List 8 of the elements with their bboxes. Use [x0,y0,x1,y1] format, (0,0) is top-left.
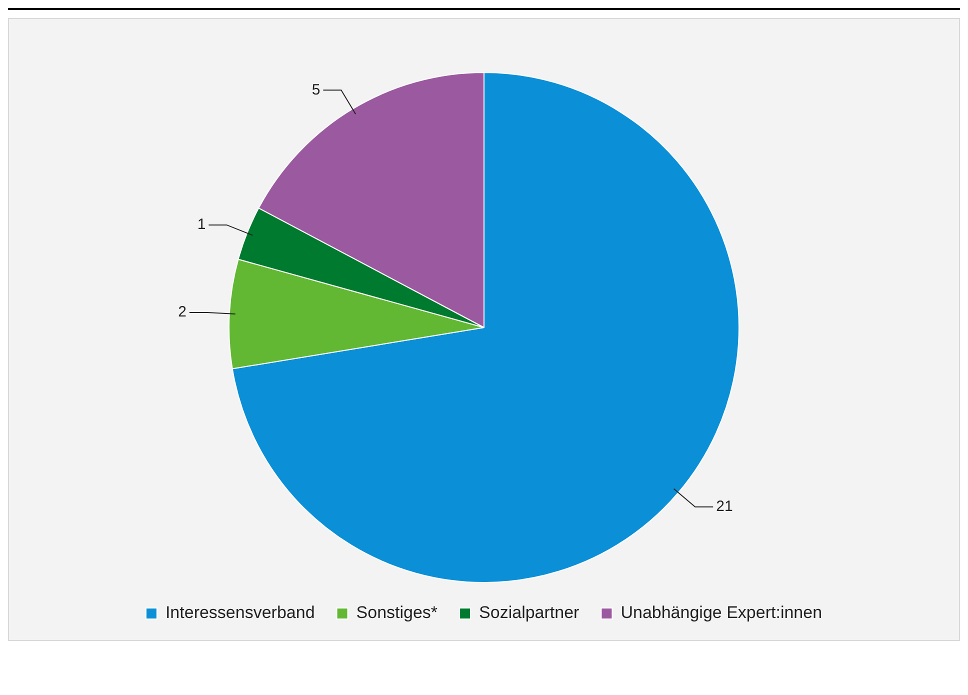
data-label: 2 [178,304,186,321]
data-label: 1 [197,216,206,234]
legend-label: Interessensverband [165,603,315,622]
data-label: 5 [312,81,320,98]
legend-label: Sozialpartner [479,603,580,622]
legend-label: Sonstiges* [356,603,438,622]
data-label: 21 [716,498,733,515]
legend-label: Unabhängige Expert:innen [620,603,822,622]
